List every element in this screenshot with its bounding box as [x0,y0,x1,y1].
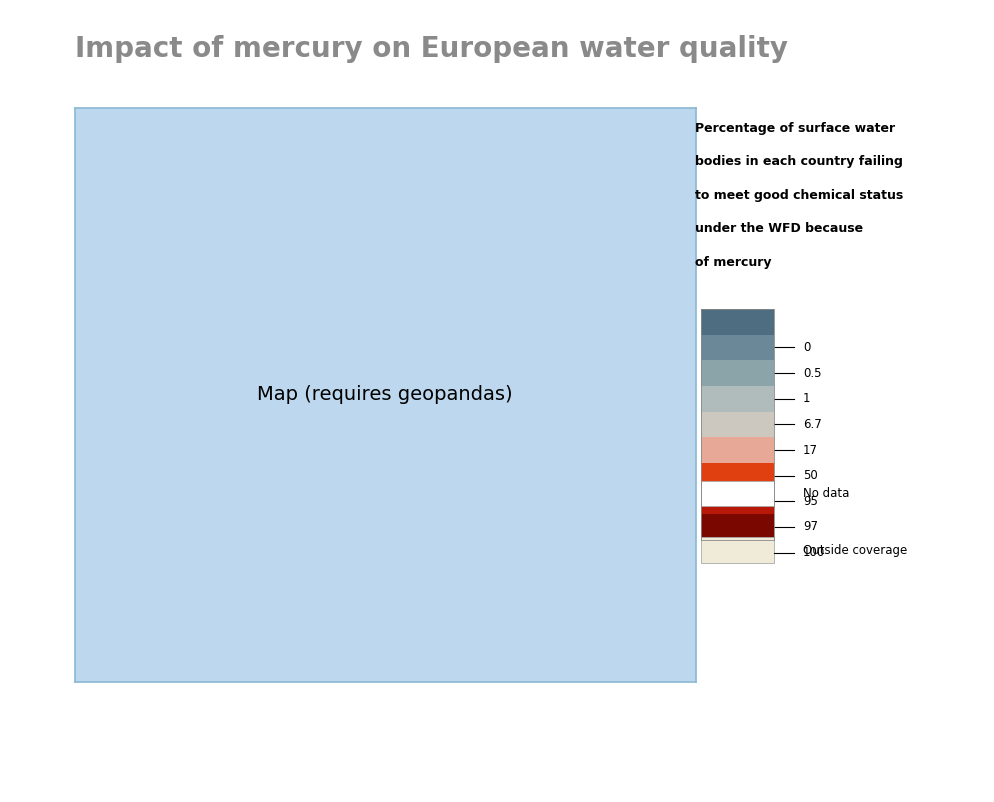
Text: : EEA, 2018b.: : EEA, 2018b. [90,743,177,756]
Bar [701,514,774,540]
Bar [701,437,774,463]
Text: 50: 50 [803,469,818,482]
Bar [701,334,774,360]
Bar [701,411,774,437]
Bar [701,463,774,488]
Text: 100: 100 [803,546,825,559]
Text: 0.5: 0.5 [803,367,822,379]
Text: 6.7: 6.7 [803,418,822,431]
Text: to meet good chemical status: to meet good chemical status [696,188,904,201]
Text: bodies in each country failing: bodies in each country failing [696,155,904,168]
Bar [701,480,774,506]
Bar [701,488,774,514]
Text: 17: 17 [803,444,818,456]
Text: Map (requires geopandas): Map (requires geopandas) [257,386,513,404]
Bar [701,537,774,563]
Text: 97: 97 [803,520,818,533]
Text: Impact of mercury on European water quality: Impact of mercury on European water qual… [75,35,787,63]
Bar [701,360,774,386]
Text: No data: No data [803,487,850,500]
Text: 0: 0 [803,341,810,354]
Text: 1: 1 [803,392,811,405]
Text: : Map results based on WISE-SoW database including data from 22 Member States (E: : Map results based on WISE-SoW database… [199,743,732,756]
Bar [701,309,774,540]
Text: 95: 95 [803,495,818,508]
Text: of mercury: of mercury [696,256,772,269]
Text: Note: Note [172,743,204,756]
Text: except Croatia, Denmark, Greece, Ireland, Lithuania and Slovenia).: except Croatia, Denmark, Greece, Ireland… [50,781,446,794]
Bar [701,386,774,411]
Text: Source: Source [50,743,95,756]
Text: Percentage of surface water: Percentage of surface water [696,122,896,135]
Text: under the WFD because: under the WFD because [696,222,864,235]
Bar [701,309,774,334]
Text: Outside coverage: Outside coverage [803,544,908,557]
